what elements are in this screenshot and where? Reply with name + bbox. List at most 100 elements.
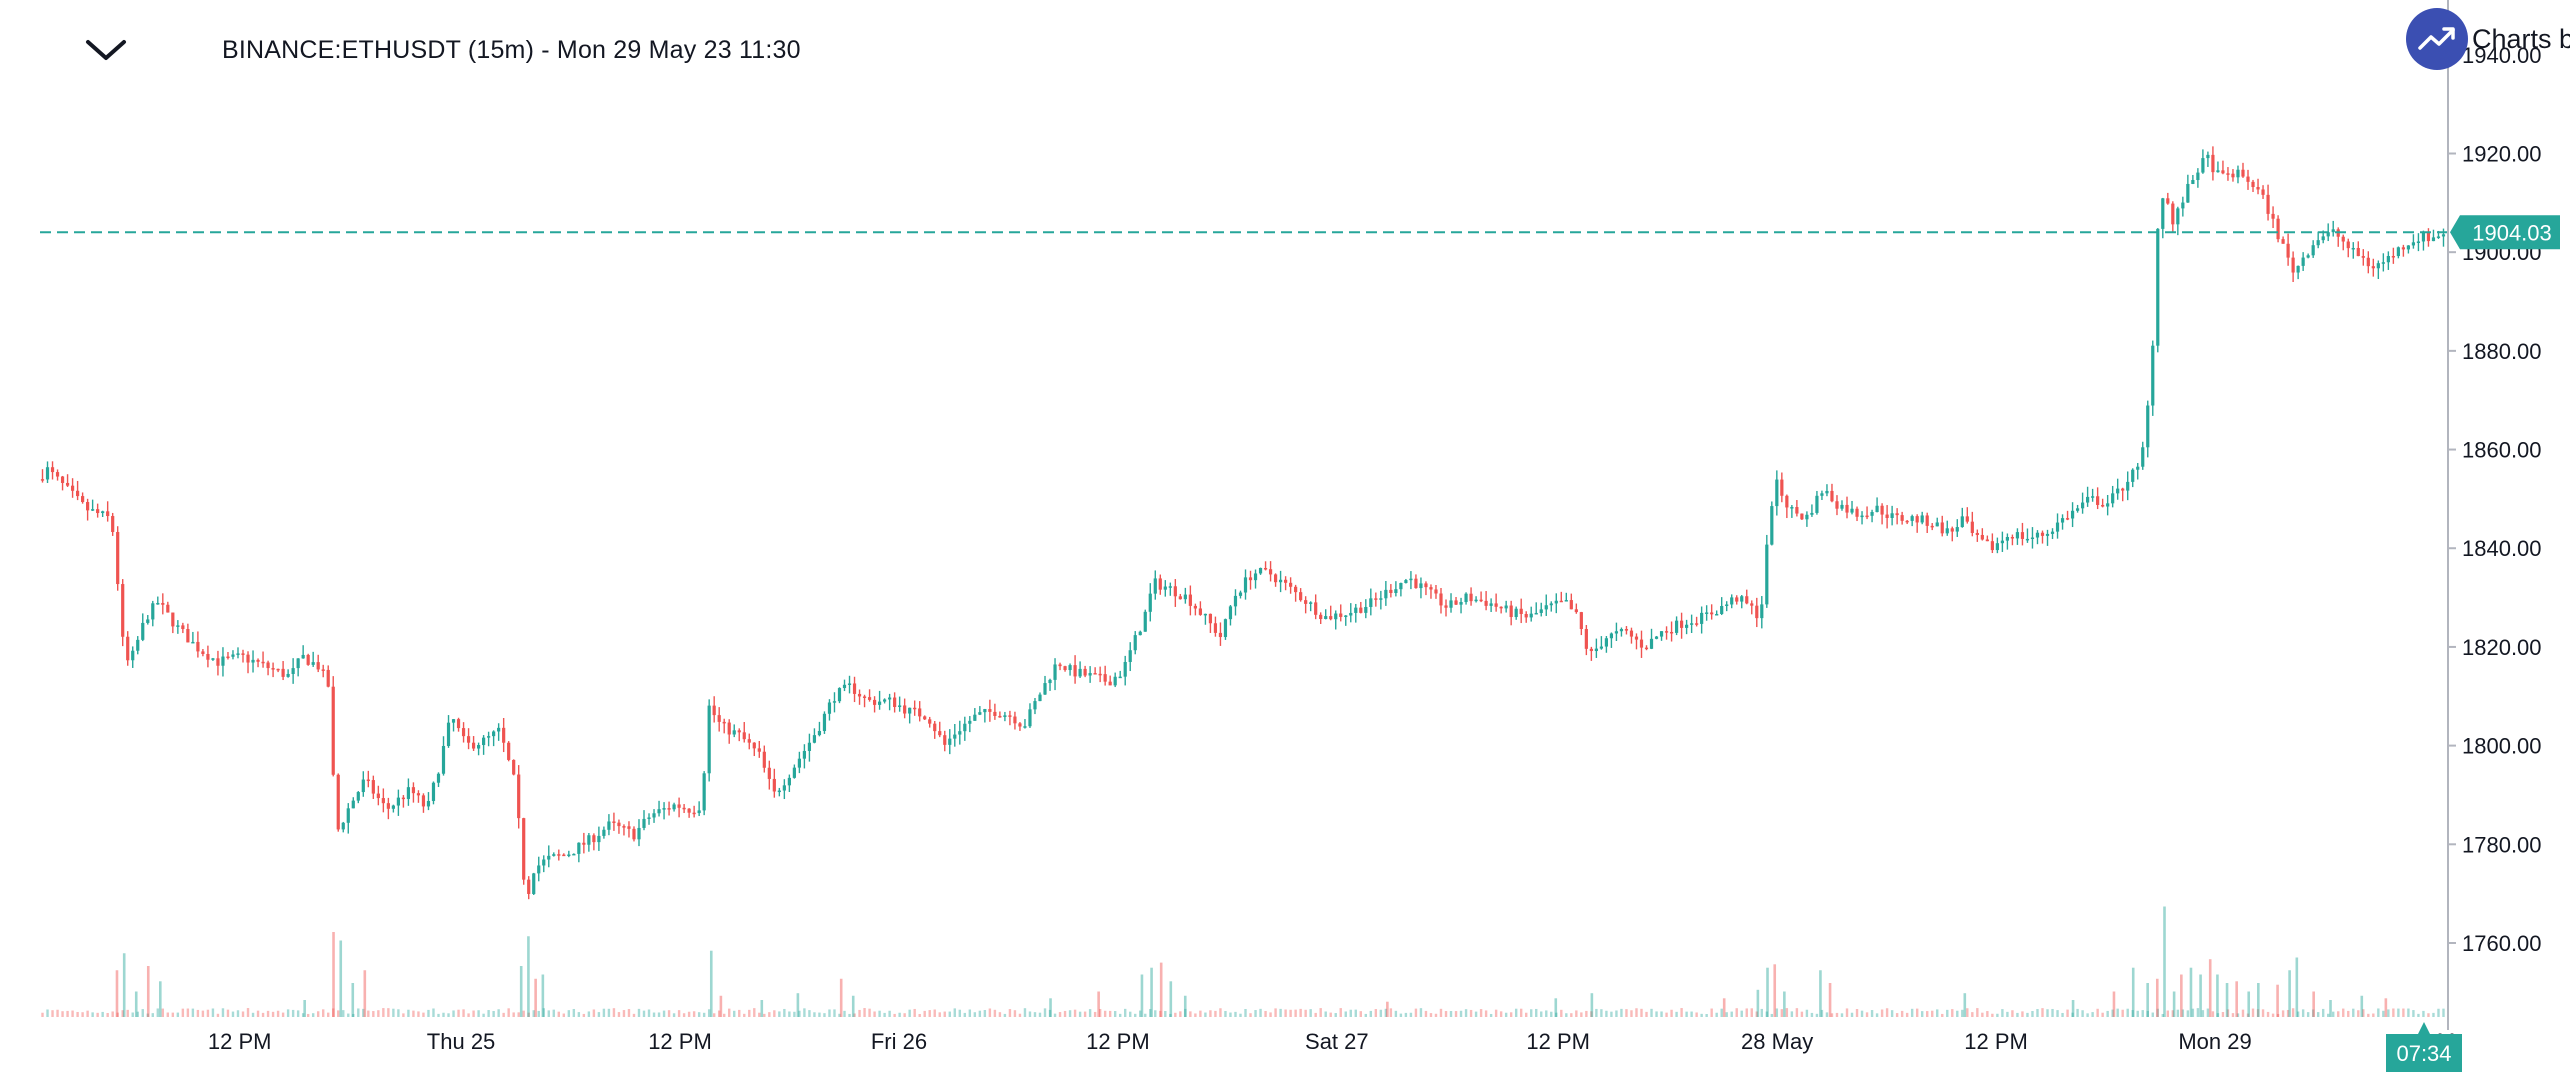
candle-body xyxy=(476,745,481,749)
volume-bar xyxy=(1961,1009,1964,1017)
volume-bar xyxy=(1504,1012,1508,1017)
volume-bar xyxy=(1845,1008,1849,1017)
candle-body xyxy=(2326,232,2330,237)
volume-bar xyxy=(71,1010,74,1017)
candle-body xyxy=(2406,245,2411,250)
volume-bar xyxy=(743,1013,746,1017)
volume-bar xyxy=(1756,989,1760,1017)
candle-body xyxy=(2351,247,2355,250)
volume-bar xyxy=(2251,1008,2255,1017)
y-tick-label: 1880.00 xyxy=(2462,339,2542,364)
candle-body xyxy=(206,653,210,660)
candle-body xyxy=(1233,595,1238,607)
volume-bar xyxy=(1680,1008,1683,1017)
volume-bar xyxy=(662,1010,666,1017)
candle-body xyxy=(1820,493,1824,496)
volume-bar xyxy=(978,1010,982,1017)
candle-body xyxy=(1028,709,1032,727)
volume-bar xyxy=(1169,1013,1172,1017)
volume-bar xyxy=(2422,1010,2425,1017)
candle-body xyxy=(1935,522,1939,527)
volume-bar xyxy=(402,1013,405,1017)
candle-body xyxy=(1083,668,1087,676)
volume-bar xyxy=(1334,1013,1337,1017)
candle-body xyxy=(1043,683,1047,695)
volume-bar xyxy=(1554,998,1558,1017)
candle-body xyxy=(1038,694,1042,702)
volume-bar xyxy=(682,1013,686,1017)
volume-bar xyxy=(537,1010,540,1017)
candle-body xyxy=(712,705,716,716)
candle-body xyxy=(1950,528,1954,532)
countdown-value: 07:34 xyxy=(2396,1041,2451,1066)
volume-bar xyxy=(156,1008,159,1017)
candle-body xyxy=(943,735,947,745)
volume-bar xyxy=(1926,1011,1929,1017)
candle-body xyxy=(1920,515,1924,523)
volume-bar xyxy=(587,1011,591,1017)
brand-badge[interactable]: Charts b xyxy=(2406,6,2570,72)
volume-bar xyxy=(968,1009,972,1017)
volume-bar xyxy=(1670,1009,1673,1017)
volume-bar xyxy=(2176,1009,2180,1017)
volume-bar xyxy=(697,1012,701,1017)
volume-bar xyxy=(923,1010,926,1017)
volume-bar xyxy=(1875,1013,1879,1017)
candle-body xyxy=(1945,528,1949,534)
volume-bar xyxy=(1129,1011,1132,1017)
volume-bar xyxy=(1179,1011,1182,1017)
candle-body xyxy=(1539,609,1543,613)
volume-bar xyxy=(241,1011,245,1017)
candle-body xyxy=(1339,613,1343,617)
candle-body xyxy=(732,730,736,735)
volume-bar xyxy=(1384,1008,1388,1017)
volume-bar xyxy=(246,1008,250,1017)
candle-body xyxy=(2131,469,2135,482)
volume-bar xyxy=(2076,1008,2079,1017)
volume-bar xyxy=(1008,1009,1012,1017)
candle-body xyxy=(301,654,305,659)
volume-bar xyxy=(1830,1013,1834,1017)
volume-bar xyxy=(1113,1011,1117,1017)
candle-body xyxy=(1499,606,1503,609)
volume-bar xyxy=(146,1013,149,1017)
volume-bar xyxy=(597,1012,601,1017)
candle-body xyxy=(2080,502,2085,509)
candle-body xyxy=(171,612,175,627)
volume-bar xyxy=(1404,1012,1408,1017)
candle-body xyxy=(96,509,100,514)
volume-bar xyxy=(2384,998,2388,1017)
collapse-button[interactable] xyxy=(82,30,130,70)
volume-bar xyxy=(1244,1008,1247,1017)
candle-body xyxy=(2146,405,2150,448)
candle-body xyxy=(1329,616,1333,620)
candle-body xyxy=(1805,514,1809,520)
volume-bar xyxy=(2216,1013,2220,1017)
volume-bar xyxy=(1595,1008,1598,1017)
volume-bar xyxy=(1870,1010,1874,1017)
volume-bar xyxy=(1941,1013,1944,1017)
volume-bar xyxy=(2091,1012,2094,1017)
volume-bar xyxy=(1204,1012,1207,1017)
candle-body xyxy=(602,829,606,836)
last-price-label: 1904.03 xyxy=(2450,215,2560,250)
volume-bar xyxy=(1560,1009,1563,1017)
volume-bar xyxy=(407,1009,410,1017)
volume-bar xyxy=(2266,1011,2270,1017)
countdown-tag xyxy=(2386,1022,2462,1072)
candle-body xyxy=(2186,183,2190,203)
volume-bar xyxy=(1444,1011,1448,1017)
volume-bar xyxy=(1590,1011,1593,1017)
candle-body xyxy=(2121,488,2125,491)
candle-body xyxy=(1740,596,1744,602)
volume-bar xyxy=(1740,1010,1743,1017)
candle-body xyxy=(2266,194,2270,214)
volume-bar xyxy=(86,1010,89,1017)
volume-bar xyxy=(2402,1008,2405,1017)
candle-body xyxy=(1634,636,1639,640)
volume-bar xyxy=(562,1013,566,1017)
volume-bar xyxy=(2131,967,2135,1017)
candle-body xyxy=(1980,534,1984,540)
candle-body xyxy=(2241,169,2245,177)
